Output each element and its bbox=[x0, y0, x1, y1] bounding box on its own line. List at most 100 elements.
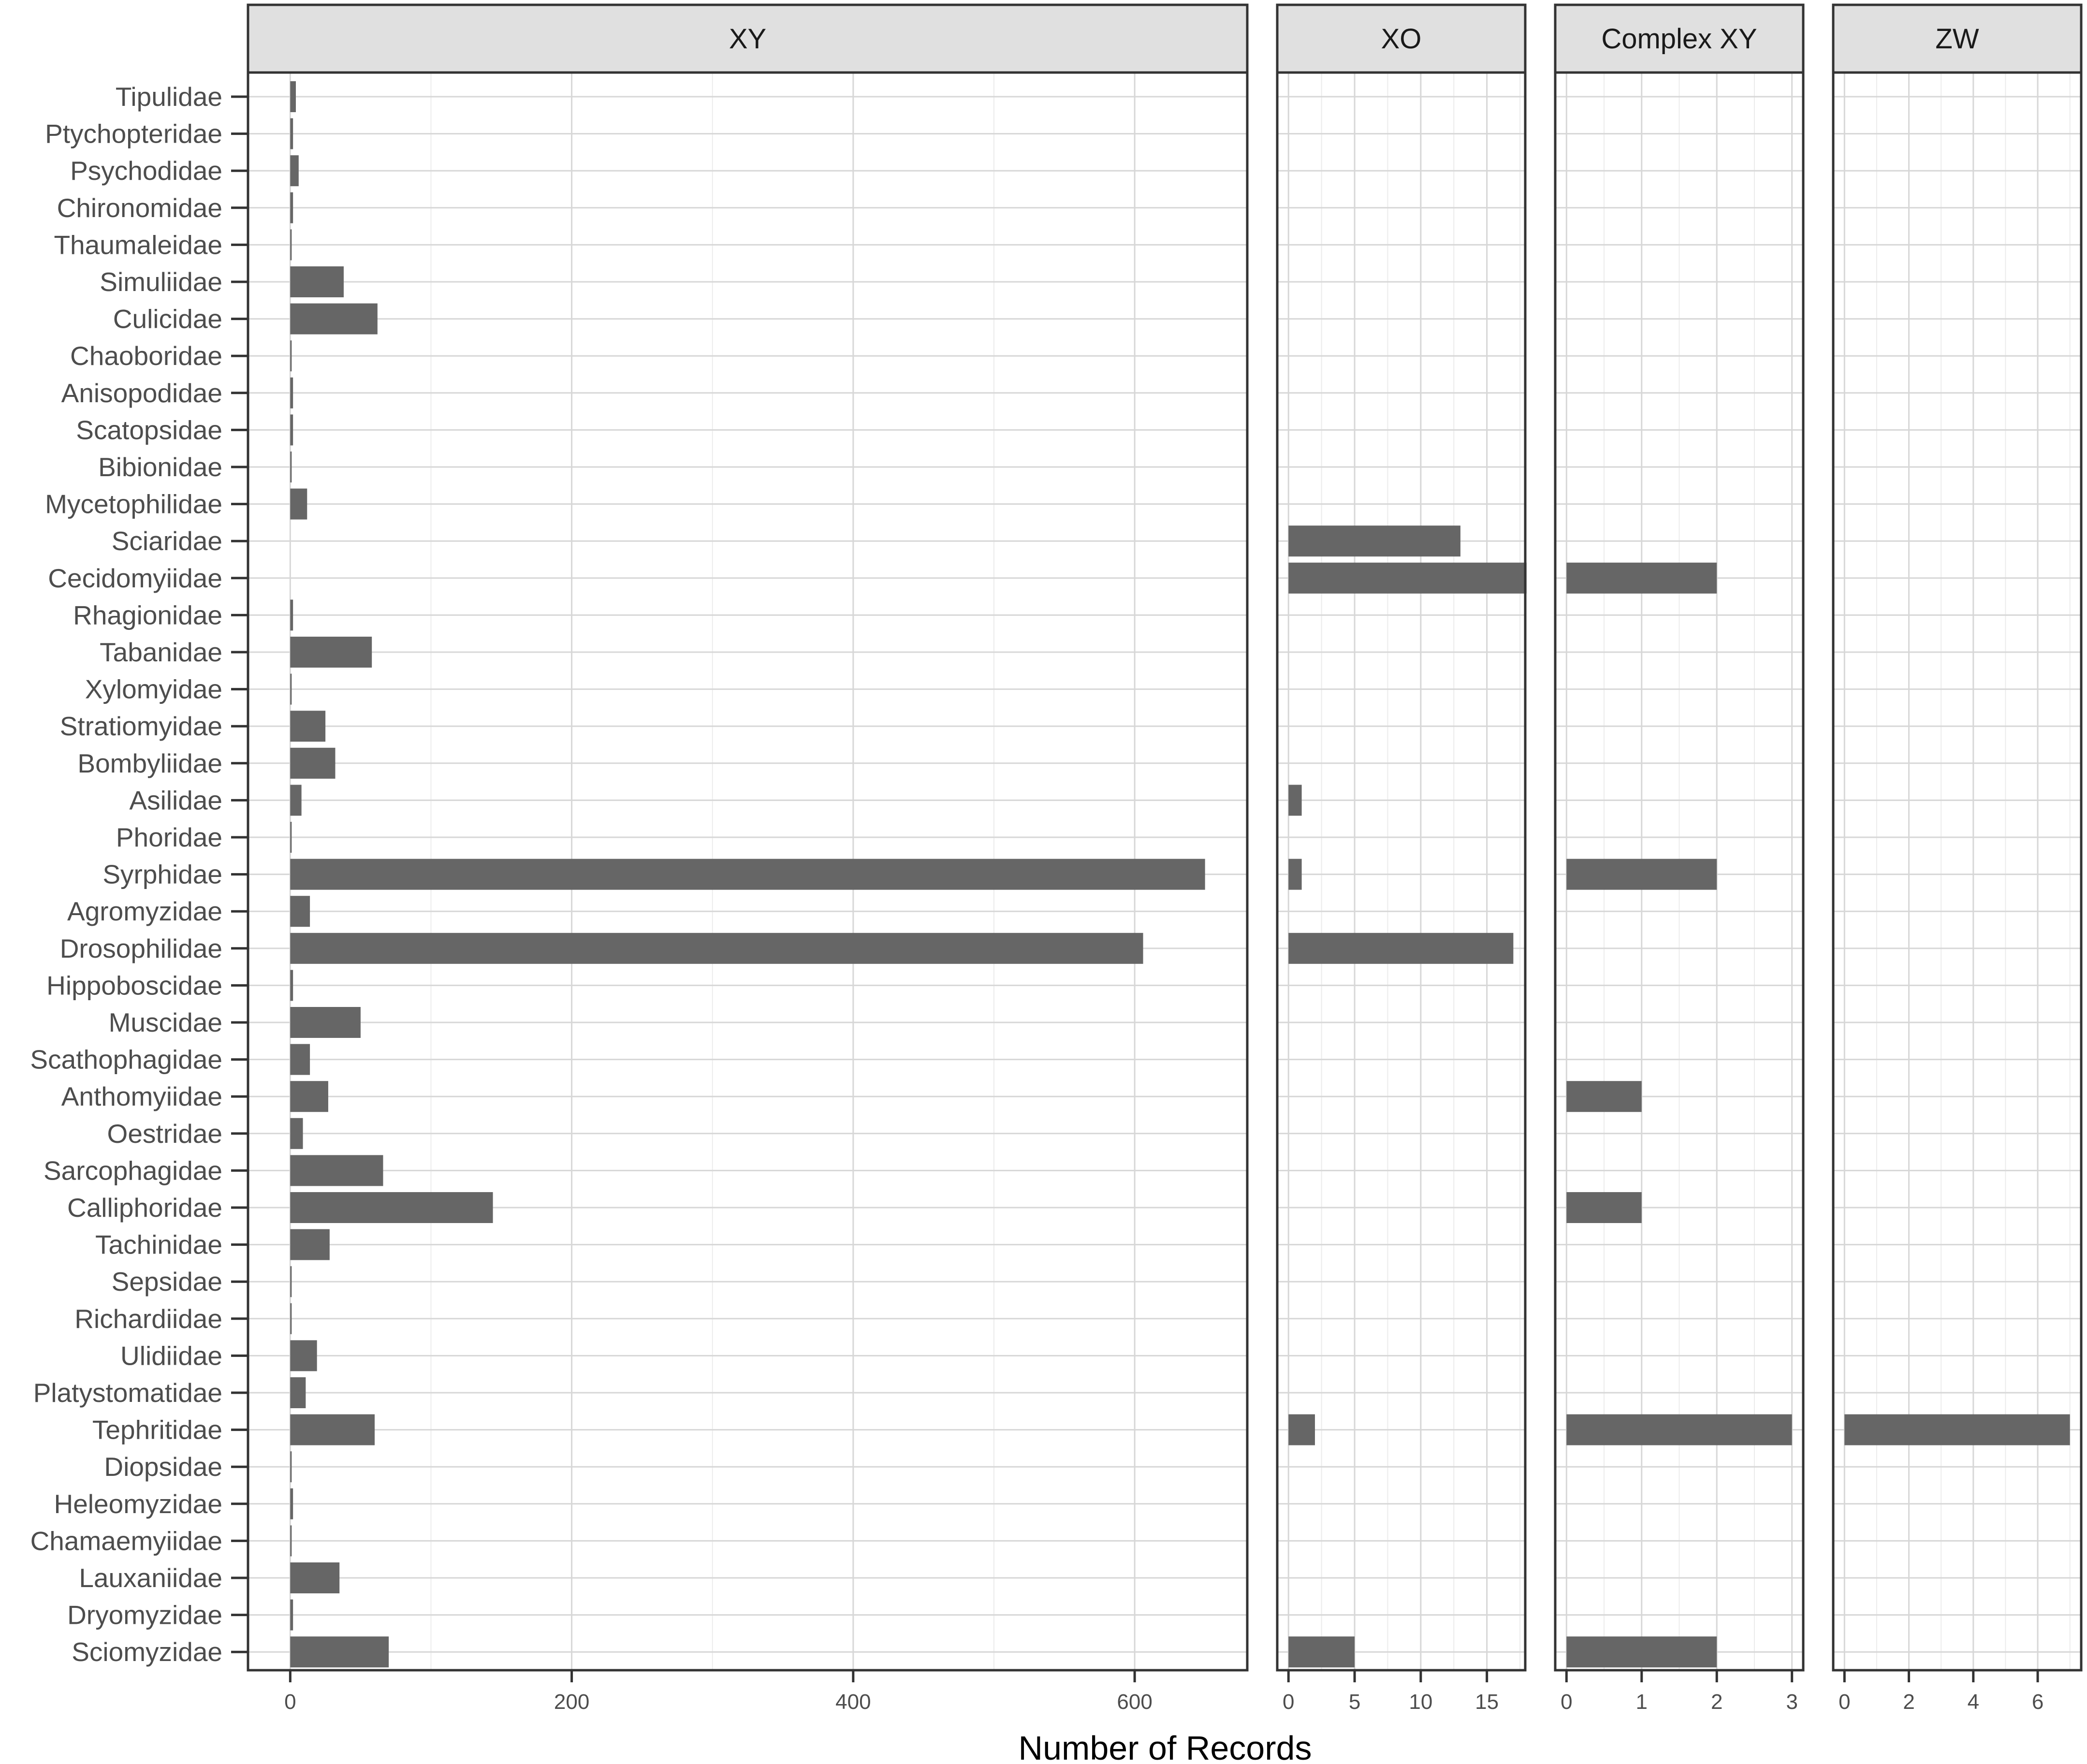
bar-xy-platystomatidae bbox=[290, 1377, 306, 1408]
bar-xy-chironomidae bbox=[290, 192, 293, 223]
panel-background-xo bbox=[1277, 73, 1525, 1670]
facet-strip-xy bbox=[247, 3, 1249, 74]
bar-xo-tephritidae bbox=[1288, 1414, 1315, 1445]
bar-xy-sarcophagidae bbox=[290, 1155, 383, 1186]
category-label-tachinidae: Tachinidae bbox=[95, 1230, 222, 1260]
category-label-dryomyzidae: Dryomyzidae bbox=[67, 1600, 222, 1630]
bar-complex-xy-tephritidae bbox=[1566, 1414, 1792, 1445]
category-label-muscidae: Muscidae bbox=[109, 1007, 222, 1037]
category-label-lauxaniidae: Lauxaniidae bbox=[79, 1563, 222, 1593]
facet-strip-label-complex-xy: Complex XY bbox=[1601, 23, 1757, 55]
bar-xy-drosophilidae bbox=[290, 933, 1143, 964]
category-label-rhagionidae: Rhagionidae bbox=[73, 600, 222, 630]
bar-xy-scatopsidae bbox=[290, 414, 293, 446]
bar-xy-hippoboscidae bbox=[290, 970, 293, 1001]
category-label-sciaridae: Sciaridae bbox=[112, 526, 222, 556]
x-axis-title: Number of Records bbox=[1019, 1729, 1312, 1764]
bar-xy-psychodidae bbox=[290, 155, 299, 187]
category-label-mycetophilidae: Mycetophilidae bbox=[45, 489, 222, 519]
category-label-drosophilidae: Drosophilidae bbox=[60, 933, 222, 963]
facet-strip-zw bbox=[1832, 3, 2083, 74]
category-label-asilidae: Asilidae bbox=[129, 785, 222, 815]
bar-xy-asilidae bbox=[290, 785, 302, 816]
bar-xy-bibionidae bbox=[290, 452, 292, 482]
bar-xy-ulidiidae bbox=[290, 1340, 317, 1371]
x-tick-label-xo: 10 bbox=[1409, 1690, 1432, 1714]
category-label-anthomyiidae: Anthomyiidae bbox=[61, 1081, 222, 1111]
x-tick-label-zw: 0 bbox=[1839, 1690, 1850, 1714]
x-tick-label-zw: 2 bbox=[1903, 1690, 1914, 1714]
x-tick-label-xy: 600 bbox=[1117, 1690, 1152, 1714]
x-tick-label-xo: 5 bbox=[1349, 1690, 1360, 1714]
category-label-psychodidae: Psychodidae bbox=[70, 156, 222, 186]
bar-xo-syrphidae bbox=[1288, 859, 1302, 890]
bar-xy-chaoboridae bbox=[290, 340, 292, 372]
category-label-sepsidae: Sepsidae bbox=[112, 1267, 222, 1297]
category-label-culicidae: Culicidae bbox=[113, 304, 222, 334]
bar-xo-cecidomyiidae bbox=[1288, 562, 1527, 594]
bar-xy-heleomyzidae bbox=[290, 1488, 293, 1519]
category-label-ptychopteridae: Ptychopteridae bbox=[45, 119, 222, 149]
category-label-simuliidae: Simuliidae bbox=[100, 267, 222, 297]
bar-complex-xy-cecidomyiidae bbox=[1566, 562, 1717, 594]
category-label-tabanidae: Tabanidae bbox=[100, 637, 222, 667]
category-label-heleomyzidae: Heleomyzidae bbox=[54, 1489, 222, 1519]
bar-xy-ptychopteridae bbox=[290, 118, 293, 149]
x-tick-label-complex-xy: 3 bbox=[1786, 1690, 1797, 1714]
bar-xy-tipulidae bbox=[290, 81, 296, 112]
category-label-xylomyidae: Xylomyidae bbox=[85, 674, 222, 704]
category-label-richardiidae: Richardiidae bbox=[74, 1304, 222, 1334]
x-tick-label-complex-xy: 2 bbox=[1711, 1690, 1722, 1714]
bar-xo-asilidae bbox=[1288, 785, 1302, 816]
bar-xy-rhagionidae bbox=[290, 599, 293, 631]
panel-frames-layer bbox=[247, 3, 2083, 1672]
labels-layer: XY 0 200 400 600 XO 0 5 10 15 Complex XY 0 1 2 3 ZW 0 2 4 6… bbox=[30, 23, 2043, 1714]
bar-xy-oestridae bbox=[290, 1118, 303, 1149]
bar-xy-mycetophilidae bbox=[290, 488, 307, 520]
x-tick-label-xy: 0 bbox=[284, 1690, 296, 1714]
x-tick-label-complex-xy: 1 bbox=[1636, 1690, 1648, 1714]
facet-strip-label-zw: ZW bbox=[1935, 23, 1979, 55]
bar-xy-chamaemyiidae bbox=[290, 1525, 292, 1557]
bar-complex-xy-calliphoridae bbox=[1566, 1192, 1642, 1223]
bar-xo-sciomyzidae bbox=[1288, 1636, 1355, 1668]
bar-xo-sciaridae bbox=[1288, 525, 1460, 557]
bar-xy-phoridae bbox=[290, 822, 292, 853]
bar-xy-bombyliidae bbox=[290, 747, 336, 779]
bar-xy-sciomyzidae bbox=[290, 1636, 389, 1668]
category-label-scathophagidae: Scathophagidae bbox=[30, 1045, 222, 1075]
bar-xy-stratiomyidae bbox=[290, 711, 326, 742]
x-tick-label-complex-xy: 0 bbox=[1561, 1690, 1572, 1714]
bars-layer bbox=[290, 81, 2070, 1668]
bar-xo-drosophilidae bbox=[1288, 933, 1514, 964]
x-tick-label-zw: 6 bbox=[2032, 1690, 2043, 1714]
panel-background-zw bbox=[1833, 73, 2081, 1670]
bar-complex-xy-anthomyiidae bbox=[1566, 1081, 1642, 1112]
category-label-agromyzidae: Agromyzidae bbox=[67, 896, 222, 926]
category-label-hippoboscidae: Hippoboscidae bbox=[46, 970, 222, 1000]
bar-xy-tephritidae bbox=[290, 1414, 375, 1445]
facet-strip-label-xo: XO bbox=[1381, 23, 1422, 55]
bar-xy-calliphoridae bbox=[290, 1192, 493, 1223]
category-label-diopsidae: Diopsidae bbox=[104, 1452, 222, 1482]
facet-strip-label-xy: XY bbox=[729, 23, 766, 55]
category-label-tipulidae: Tipulidae bbox=[116, 82, 222, 112]
bar-xy-simuliidae bbox=[290, 266, 344, 297]
category-label-stratiomyidae: Stratiomyidae bbox=[60, 711, 222, 741]
category-label-platystomatidae: Platystomatidae bbox=[33, 1378, 222, 1408]
category-label-oestridae: Oestridae bbox=[107, 1119, 222, 1149]
bar-xy-anisopodidae bbox=[290, 377, 293, 408]
category-label-chamaemyiidae: Chamaemyiidae bbox=[30, 1526, 222, 1556]
bar-xy-thaumaleidae bbox=[290, 229, 292, 261]
category-label-sciomyzidae: Sciomyzidae bbox=[72, 1637, 222, 1667]
bar-xy-agromyzidae bbox=[290, 896, 310, 927]
bar-complex-xy-syrphidae bbox=[1566, 859, 1717, 890]
bar-xy-culicidae bbox=[290, 303, 378, 335]
bar-xy-sepsidae bbox=[290, 1266, 292, 1297]
category-label-chaoboridae: Chaoboridae bbox=[70, 341, 222, 371]
bar-xy-xylomyidae bbox=[290, 673, 292, 705]
category-label-anisopodidae: Anisopodidae bbox=[61, 378, 222, 408]
bar-zw-tephritidae bbox=[1844, 1414, 2070, 1445]
bar-xy-lauxaniidae bbox=[290, 1562, 340, 1593]
